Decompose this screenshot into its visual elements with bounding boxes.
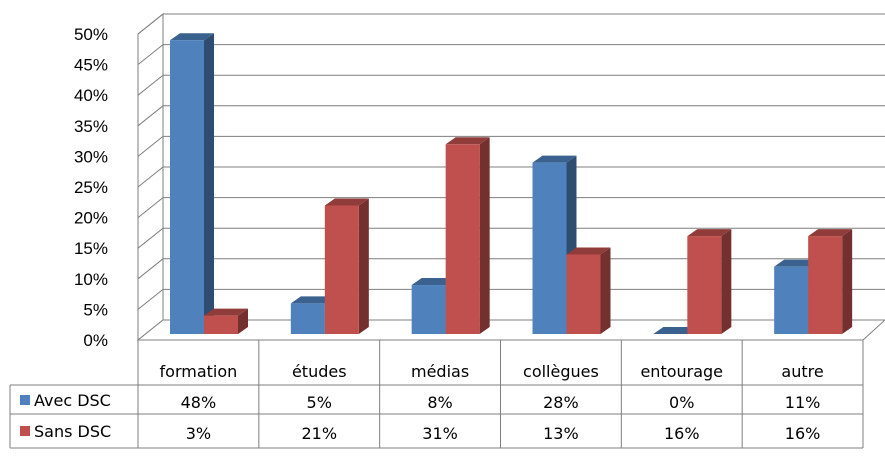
bar-side	[358, 198, 369, 334]
bar-side	[600, 247, 611, 334]
category-label: autre	[781, 362, 823, 381]
y-tick-label: 20%	[74, 209, 108, 228]
bar-group	[774, 229, 853, 334]
data-label: 13%	[543, 424, 579, 443]
data-label: 16%	[664, 424, 700, 443]
data-label: 16%	[785, 424, 821, 443]
y-axis-ticks: 0% 5% 10% 15% 20% 25% 30% 35% 40% 45% 50%	[74, 25, 108, 350]
bar-top	[774, 259, 819, 267]
y-tick-label: 35%	[74, 117, 108, 136]
bar-top	[532, 155, 577, 163]
gridline	[137, 44, 885, 65]
bar-group	[170, 33, 248, 335]
gridline	[137, 135, 885, 157]
bar-top	[411, 278, 456, 286]
bar	[290, 303, 325, 334]
bar-top	[290, 296, 335, 304]
y-tick-label: 10%	[74, 270, 108, 289]
data-label: 28%	[543, 393, 579, 412]
bar-side	[238, 308, 248, 334]
bar-top	[566, 247, 611, 255]
bar	[445, 144, 480, 334]
bar-side	[204, 33, 214, 335]
y-tick-label: 30%	[74, 147, 108, 166]
data-label: 48%	[181, 393, 217, 412]
data-label: 3%	[186, 424, 211, 443]
bar	[774, 266, 809, 334]
y-tick-label: 50%	[74, 25, 108, 44]
y-tick-label: 0%	[83, 331, 108, 350]
bar-side	[479, 137, 490, 334]
data-label: 31%	[422, 424, 458, 443]
legend-swatch	[20, 395, 30, 405]
series-name: Sans DSC	[34, 422, 111, 441]
gridline	[137, 74, 885, 96]
y-tick-label: 40%	[74, 86, 108, 105]
data-table: formation études médias collègues entourage a…	[9, 340, 864, 449]
y-tick-label: 5%	[83, 300, 108, 319]
bar	[204, 315, 238, 334]
data-label: 0%	[669, 393, 694, 412]
bar-group	[532, 155, 611, 334]
gridline	[137, 13, 885, 35]
bar-group	[653, 229, 732, 334]
category-label: études	[292, 362, 347, 381]
data-label: 5%	[307, 393, 332, 412]
y-tick-label: 45%	[74, 56, 108, 75]
bar-top	[808, 229, 853, 237]
bar-group	[290, 198, 369, 334]
bar	[653, 327, 698, 334]
bar	[566, 254, 601, 334]
bar	[170, 40, 204, 335]
bar-top	[324, 198, 369, 206]
gridline	[137, 227, 885, 249]
legend-swatch	[20, 426, 30, 436]
gridline	[137, 105, 885, 127]
category-label: entourage	[640, 362, 723, 381]
gridline	[137, 258, 885, 280]
bar-side	[721, 229, 732, 334]
gridline	[137, 166, 885, 188]
data-label: 11%	[785, 393, 821, 412]
gridlines	[137, 13, 885, 310]
chart-walls	[136, 12, 885, 342]
bar-top	[687, 229, 732, 237]
series-name: Avec DSC	[34, 391, 111, 410]
bars	[170, 33, 853, 335]
bar-side	[842, 229, 853, 334]
data-label: 8%	[427, 393, 452, 412]
y-tick-label: 15%	[74, 239, 108, 258]
bar-top	[204, 308, 248, 316]
bar	[411, 285, 446, 334]
data-label: 21%	[301, 424, 337, 443]
bar	[324, 205, 359, 334]
gridline	[137, 288, 885, 310]
bar-top	[445, 137, 490, 145]
y-tick-label: 25%	[74, 178, 108, 197]
bar	[687, 236, 722, 334]
category-label: collègues	[523, 362, 599, 381]
bar	[808, 236, 843, 334]
category-label: médias	[411, 362, 469, 381]
bar-group	[411, 137, 490, 334]
floor	[136, 319, 885, 341]
bar-top	[170, 33, 214, 41]
category-label: formation	[160, 362, 238, 381]
gridline	[137, 197, 885, 218]
bar	[532, 162, 567, 334]
